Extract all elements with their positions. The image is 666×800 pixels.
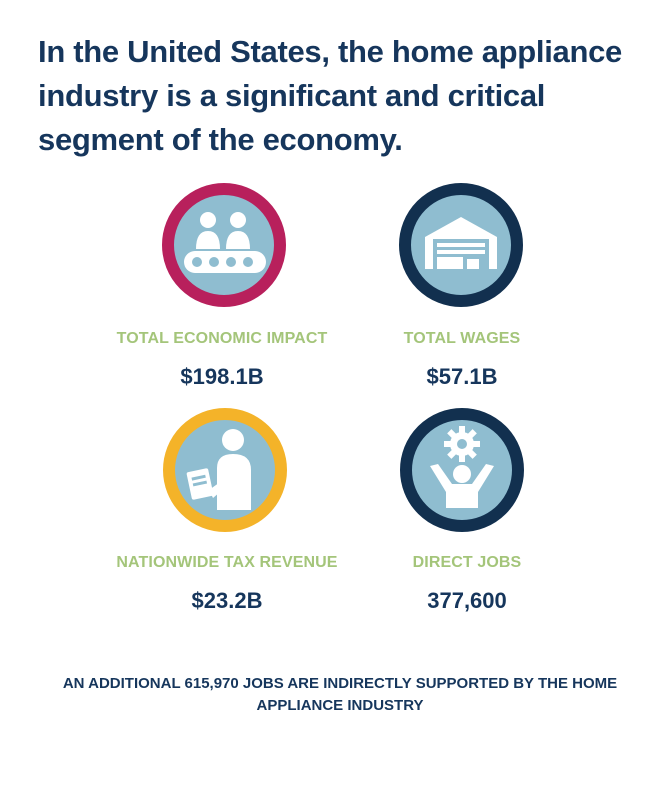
- warehouse-icon: [399, 183, 523, 307]
- person-gear-icon: [400, 408, 524, 532]
- footnote: AN ADDITIONAL 615,970 JOBS ARE INDIRECTL…: [62, 675, 618, 714]
- stat-label-economic-impact: TOTAL ECONOMIC IMPACT: [116, 330, 328, 347]
- stat-value-economic-impact: $198.1B: [180, 364, 264, 389]
- person-document-icon: [163, 408, 287, 532]
- stat-value-direct-jobs: 377,600: [427, 588, 507, 613]
- stat-value-total-wages: $57.1B: [426, 364, 498, 389]
- stat-label-total-wages: TOTAL WAGES: [403, 330, 521, 347]
- stat-label-direct-jobs: DIRECT JOBS: [412, 554, 522, 571]
- headline: In the United States, the home appliance…: [38, 34, 622, 157]
- conveyor-workers-icon: [162, 183, 286, 307]
- stat-label-tax-revenue: NATIONWIDE TAX REVENUE: [116, 554, 338, 571]
- stat-value-tax-revenue: $23.2B: [191, 588, 263, 613]
